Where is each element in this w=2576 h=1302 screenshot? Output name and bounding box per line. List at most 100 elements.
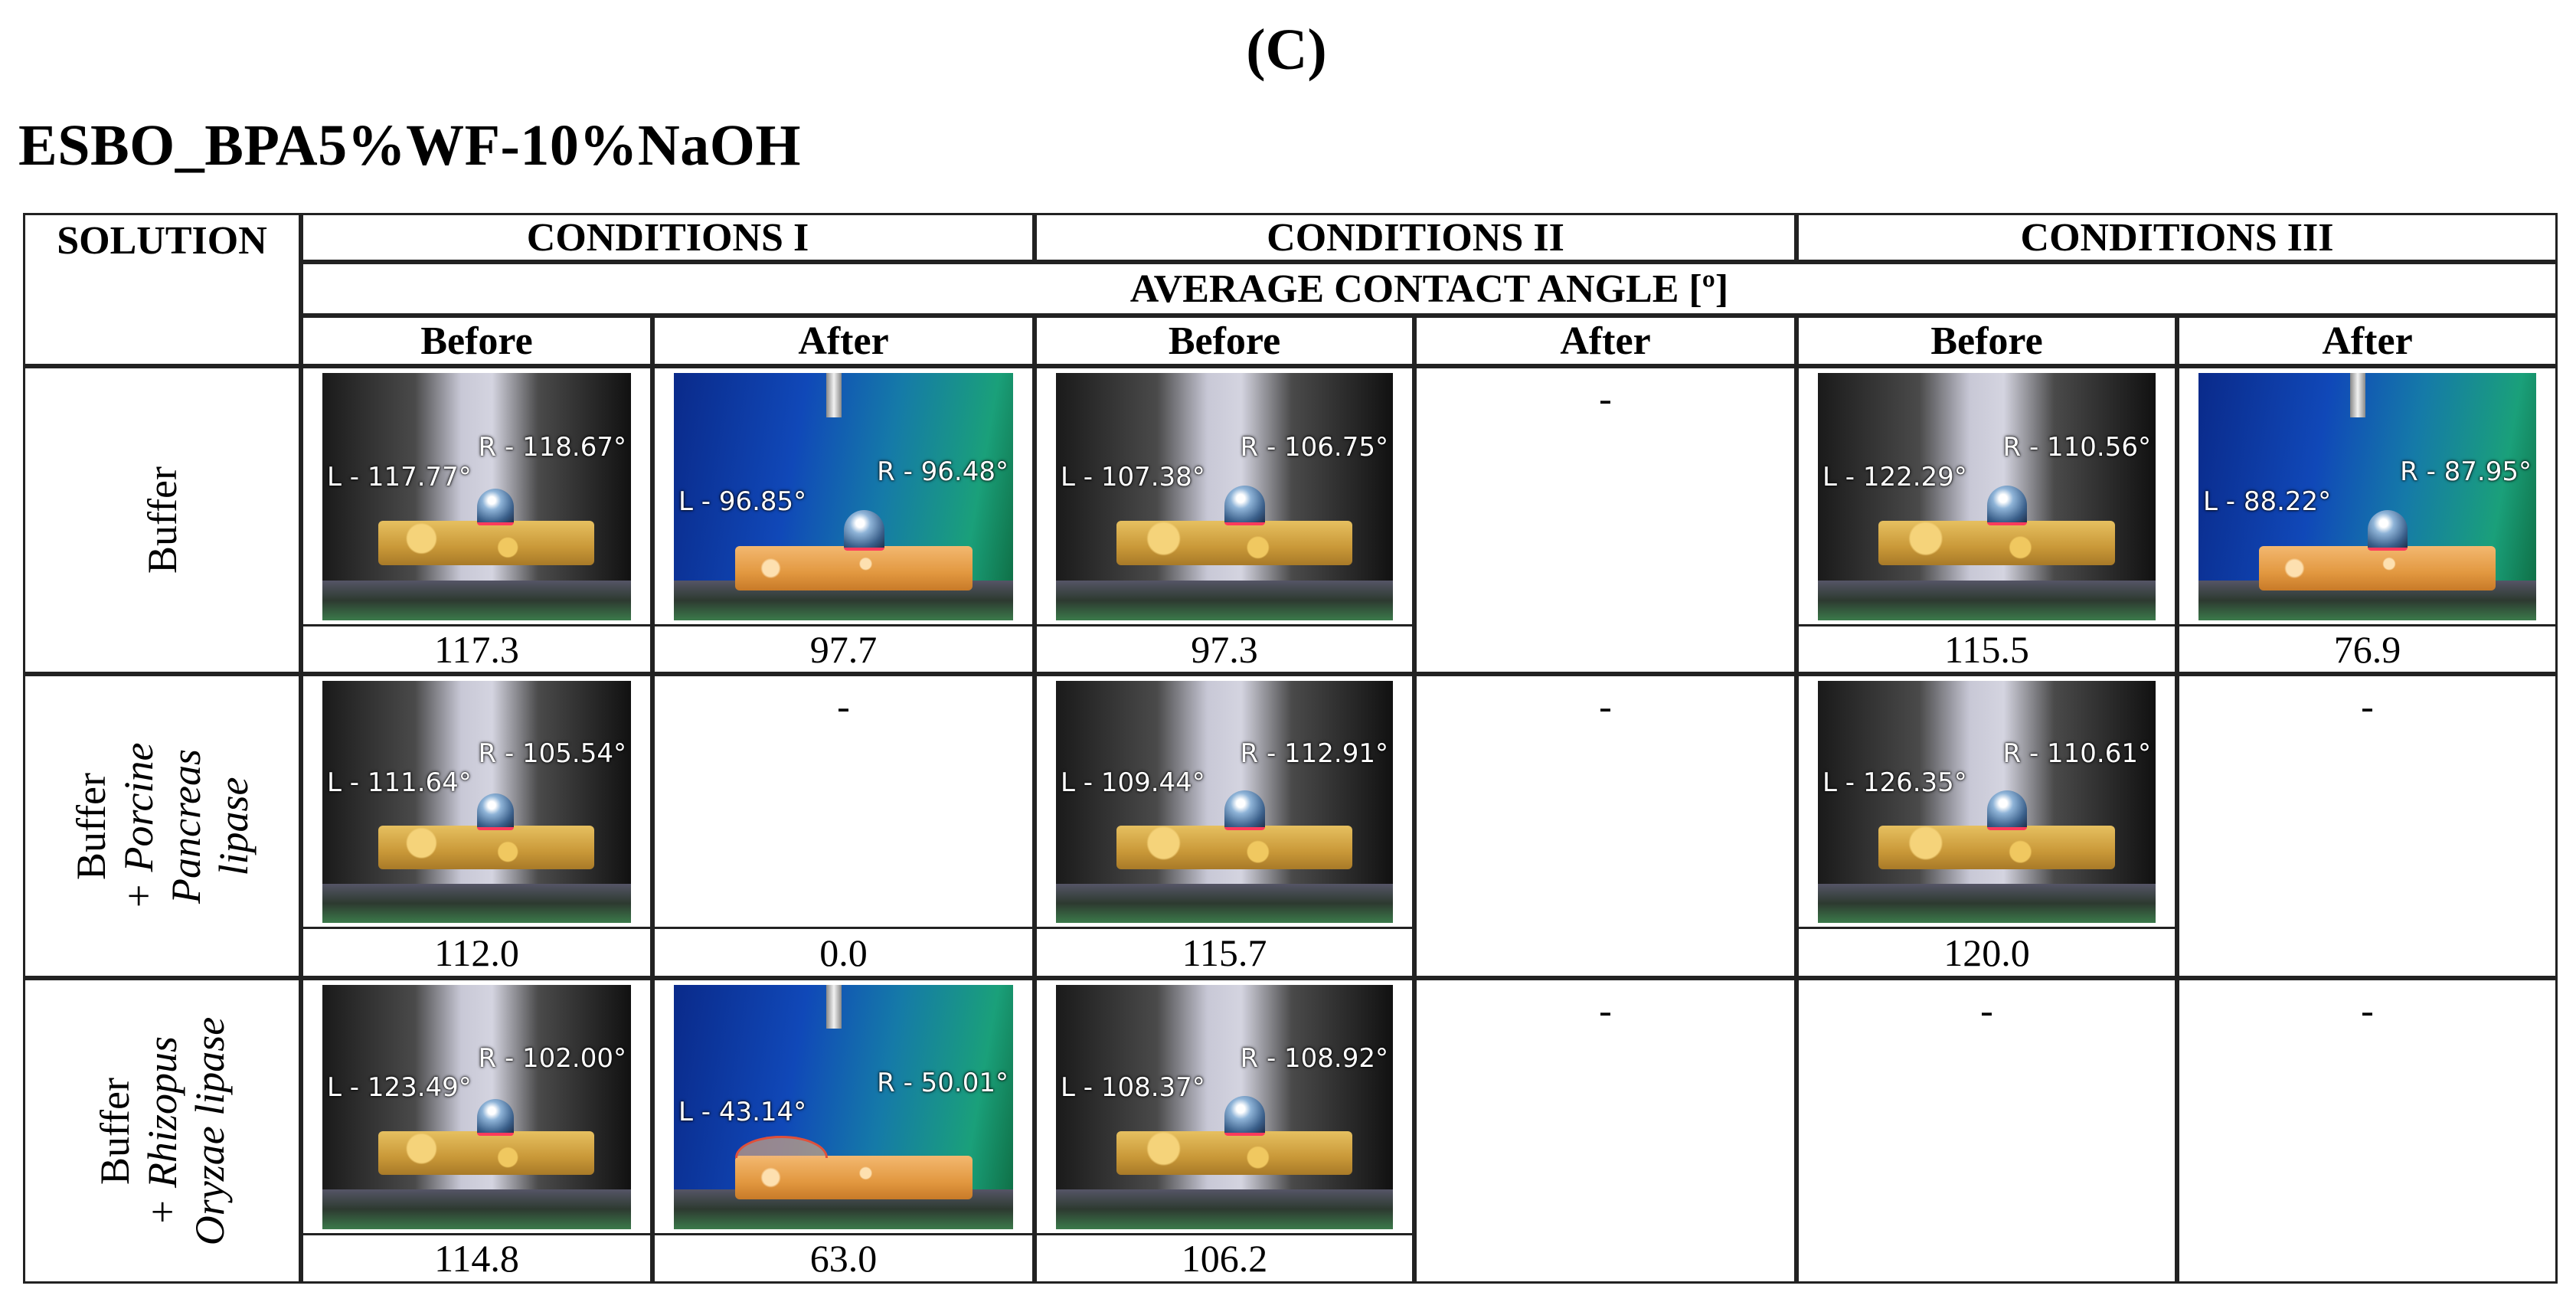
stage-surface (322, 580, 631, 620)
contact-angle-photo: L - 108.37° R - 108.92° (1056, 984, 1393, 1229)
header-after: After (2177, 316, 2558, 366)
contact-angle-photo: L - 109.44° R - 112.91° (1056, 680, 1393, 923)
stage-surface (322, 1189, 631, 1229)
solution-label-line: Buffer (67, 772, 114, 880)
water-droplet (843, 510, 884, 551)
water-droplet (1224, 790, 1265, 831)
water-droplet (476, 1098, 514, 1136)
stage-surface (1056, 883, 1393, 923)
no-measurement-dash: - (1414, 366, 1796, 674)
average-angle-value: 114.8 (301, 1233, 652, 1284)
right-angle-label: R - 50.01° (877, 1067, 1008, 1098)
right-angle-label: R - 112.91° (1240, 738, 1388, 770)
water-droplet (734, 1136, 828, 1158)
photo-cell: L - 122.29° R - 110.56° (1796, 366, 2177, 624)
photo-cell: L - 43.14° R - 50.01° (652, 978, 1035, 1233)
photo-cell: L - 126.35° R - 110.61° (1796, 674, 2177, 927)
contact-angle-photo: L - 123.49° R - 102.00° (322, 984, 631, 1229)
average-angle-value: 115.5 (1796, 624, 2177, 674)
header-after: After (1414, 316, 1796, 366)
left-angle-label: L - 43.14° (678, 1097, 807, 1128)
photo-cell: L - 109.44° R - 112.91° (1035, 674, 1414, 927)
photo-cell: L - 88.22° R - 87.95° (2177, 366, 2558, 624)
sample-block (734, 1155, 973, 1200)
photo-cell: L - 107.38° R - 106.75° (1035, 366, 1414, 624)
left-angle-label: L - 88.22° (2203, 486, 2332, 518)
photo-cell: L - 117.77° R - 118.67° (301, 366, 652, 624)
header-before: Before (301, 316, 652, 366)
right-angle-label: R - 108.92° (1240, 1043, 1388, 1075)
contact-angle-photo: L - 126.35° R - 110.61° (1818, 680, 2156, 923)
right-angle-label: R - 87.95° (2400, 456, 2532, 488)
average-angle-value: 97.7 (652, 624, 1035, 674)
contact-angle-photo: L - 111.64° R - 105.54° (322, 680, 631, 923)
water-droplet (1224, 486, 1265, 526)
document-title: ESBO_BPA5%WF-10%NaOH (18, 113, 801, 178)
sample-block (1116, 1130, 1353, 1176)
solution-label-line: Oryzae lipase (186, 1016, 233, 1245)
header-conditions-1: CONDITIONS I (301, 213, 1035, 262)
header-after: After (652, 316, 1035, 366)
photo-cell: L - 96.85° R - 96.48° (652, 366, 1035, 624)
solution-label-line: Buffer (139, 466, 185, 574)
average-angle-value: 97.3 (1035, 624, 1414, 674)
contact-angle-photo: L - 43.14° R - 50.01° (674, 984, 1013, 1229)
sample-block (378, 1130, 594, 1176)
sample-block (734, 545, 973, 590)
right-angle-label: R - 110.56° (2002, 432, 2151, 463)
right-angle-label: R - 106.75° (1240, 432, 1388, 463)
right-angle-label: R - 118.67° (478, 432, 626, 463)
contact-angle-photo: L - 96.85° R - 96.48° (674, 372, 1013, 620)
no-measurement-dash: - (1414, 978, 1796, 1284)
right-angle-label: R - 96.48° (877, 456, 1008, 488)
solution-label: Buffer + Porcine Pancreas lipase (67, 742, 257, 910)
water-droplet (476, 488, 514, 526)
sample-block (378, 826, 594, 869)
solution-label: Buffer + Rhizopus Oryzae lipase (91, 1016, 234, 1245)
contact-angle-photo: L - 107.38° R - 106.75° (1056, 372, 1393, 620)
left-angle-label: L - 107.38° (1061, 461, 1205, 492)
panel-label: (C) (1246, 18, 1327, 82)
average-angle-value: 106.2 (1035, 1233, 1414, 1284)
sample-block (378, 521, 594, 566)
right-angle-label: R - 102.00° (478, 1043, 626, 1075)
sample-block (2259, 545, 2496, 590)
average-angle-value: 0.0 (652, 927, 1035, 978)
no-measurement-dash: - (1414, 674, 1796, 978)
average-angle-value: 115.7 (1035, 927, 1414, 978)
water-droplet (1224, 1095, 1265, 1137)
water-droplet (1986, 790, 2028, 831)
no-measurement-dash: - (652, 674, 1035, 927)
right-angle-label: R - 110.61° (2002, 738, 2151, 770)
header-solution: SOLUTION (23, 213, 301, 366)
photo-cell: L - 108.37° R - 108.92° (1035, 978, 1414, 1233)
photo-cell: L - 123.49° R - 102.00° (301, 978, 652, 1233)
average-angle-value: 63.0 (652, 1233, 1035, 1284)
needle (2350, 372, 2366, 417)
solution-cell: Buffer (23, 366, 301, 674)
stage-surface (322, 883, 631, 923)
stage-surface (1056, 580, 1393, 620)
right-angle-label: R - 105.54° (478, 738, 626, 770)
solution-label-line: Buffer (91, 1077, 138, 1185)
no-measurement-dash: - (2177, 978, 2558, 1284)
sample-block (1116, 521, 1353, 566)
header-conditions-2: CONDITIONS II (1035, 213, 1796, 262)
needle (826, 372, 842, 417)
left-angle-label: L - 108.37° (1061, 1072, 1205, 1104)
water-droplet (1986, 485, 2028, 526)
water-droplet (476, 793, 514, 831)
no-measurement-dash: - (1796, 978, 2177, 1284)
stage-surface (1818, 883, 2156, 923)
photo-cell: L - 111.64° R - 105.54° (301, 674, 652, 927)
sample-block (1116, 826, 1353, 869)
sample-block (1878, 521, 2116, 566)
stage-surface (1056, 1189, 1393, 1229)
contact-angle-photo: L - 88.22° R - 87.95° (2198, 372, 2536, 620)
solution-label-line: Pancreas (162, 748, 209, 904)
stage-surface (1818, 580, 2156, 620)
solution-cell: Buffer + Porcine Pancreas lipase (23, 674, 301, 978)
average-angle-value: 76.9 (2177, 624, 2558, 674)
left-angle-label: L - 123.49° (327, 1072, 472, 1104)
left-angle-label: L - 122.29° (1822, 461, 1967, 492)
